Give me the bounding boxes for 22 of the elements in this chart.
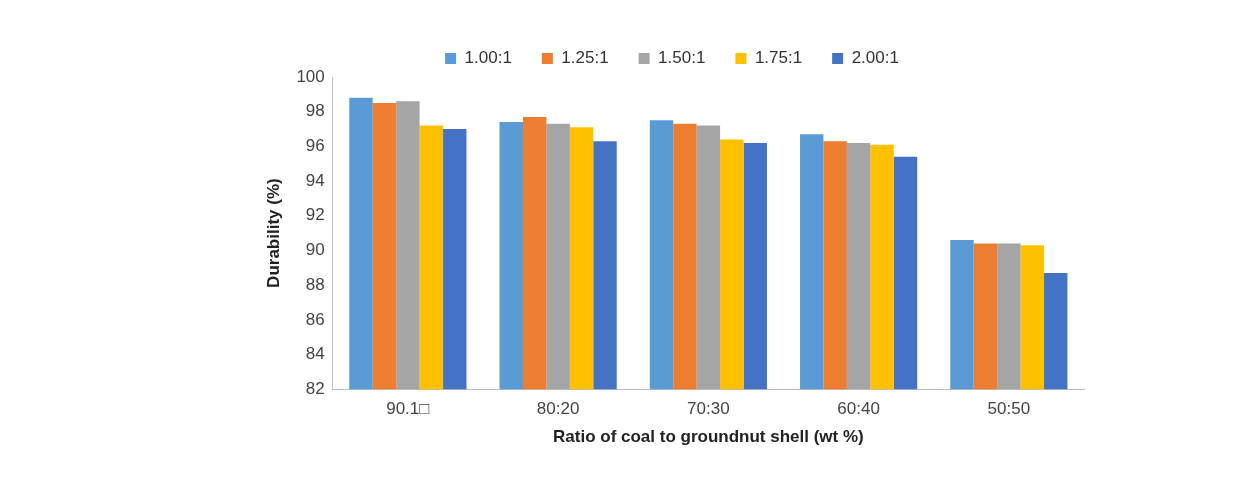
legend-label: 2.00:1 xyxy=(851,48,899,68)
legend-label: 1.25:1 xyxy=(561,48,609,68)
y-tick-label: 100 xyxy=(296,66,325,86)
legend-label: 1.50:1 xyxy=(658,48,706,68)
y-tick-label: 88 xyxy=(305,274,325,294)
y-tick-label: 90 xyxy=(305,240,325,260)
x-tick-label: 60:40 xyxy=(837,399,880,419)
y-tick-label: 86 xyxy=(305,309,325,329)
legend-label: 1.00:1 xyxy=(464,48,512,68)
y-tick-label: 92 xyxy=(305,205,325,225)
x-tick-label: 80:20 xyxy=(536,399,580,419)
x-tick-label: 70:30 xyxy=(687,399,730,419)
y-tick-label: 94 xyxy=(305,170,325,190)
y-axis-title: Durability (%) xyxy=(263,178,283,288)
x-tick-label: 50:50 xyxy=(987,399,1031,419)
x-tick-label: 90.1□ xyxy=(386,399,430,419)
legend-label: 1.75:1 xyxy=(754,48,803,68)
y-tick-label: 96 xyxy=(305,136,325,156)
y-tick-label: 84 xyxy=(305,344,325,364)
x-axis-title: Ratio of coal to groundnut shell (wt %) xyxy=(553,427,864,447)
y-tick-label: 82 xyxy=(305,378,325,398)
y-tick-label: 98 xyxy=(305,101,325,121)
